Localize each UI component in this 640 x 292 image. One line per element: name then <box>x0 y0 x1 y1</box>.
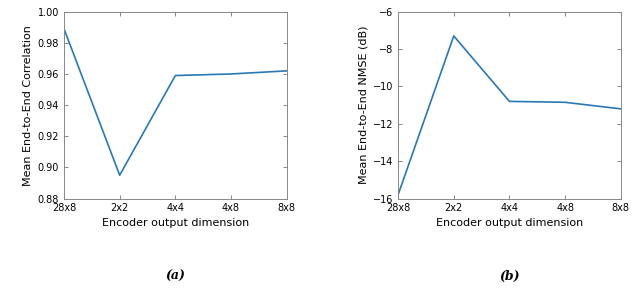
Text: (b): (b) <box>499 270 520 283</box>
Text: (a): (a) <box>165 270 186 283</box>
Y-axis label: Mean End-to-End NMSE (dB): Mean End-to-End NMSE (dB) <box>358 26 369 184</box>
X-axis label: Encoder output dimension: Encoder output dimension <box>102 218 249 227</box>
X-axis label: Encoder output dimension: Encoder output dimension <box>436 218 583 227</box>
Y-axis label: Mean End-to-End Correlation: Mean End-to-End Correlation <box>24 25 33 185</box>
